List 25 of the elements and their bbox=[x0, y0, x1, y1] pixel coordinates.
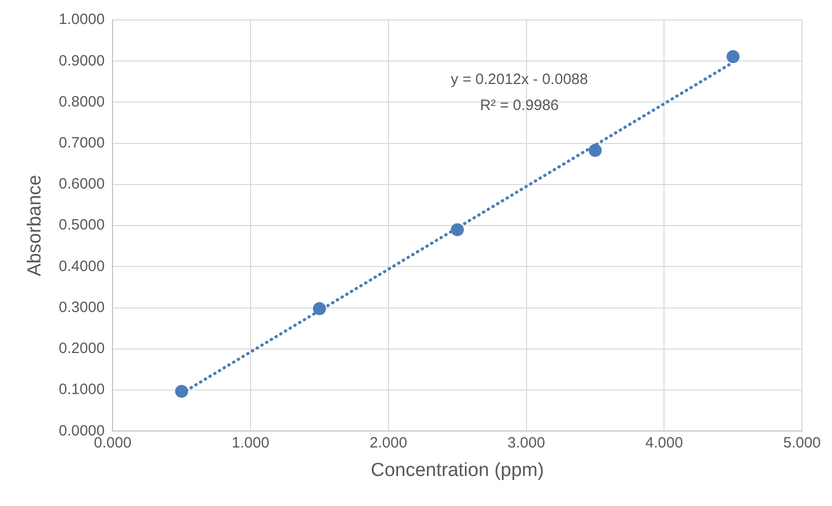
y-tick-label: 0.5000 bbox=[58, 216, 105, 234]
x-tick-label: 3.000 bbox=[508, 434, 546, 452]
x-tick-label: 4.000 bbox=[645, 434, 683, 452]
point bbox=[312, 302, 326, 316]
point bbox=[588, 144, 602, 157]
annotation: y = 0.2012x - 0.0088 bbox=[450, 71, 588, 88]
y-tick-label: 0.7000 bbox=[58, 134, 105, 152]
y-axis-title: Absorbance bbox=[24, 174, 46, 276]
annotation: R² = 0.9986 bbox=[480, 97, 559, 114]
y-tick-label: 1.0000 bbox=[58, 11, 105, 28]
x-tick-label: 2.000 bbox=[370, 434, 408, 452]
y-tick-label: 0.2000 bbox=[58, 340, 105, 358]
y-tick-label: 0.6000 bbox=[58, 176, 105, 193]
y-tick-label: 0.4000 bbox=[58, 258, 105, 275]
y-tick-label: 0.3000 bbox=[58, 298, 105, 316]
point bbox=[175, 384, 188, 398]
y-tick-label: 0.1000 bbox=[58, 381, 105, 398]
x-tick-label: 5.000 bbox=[783, 434, 821, 452]
x-tick-label: 0.000 bbox=[94, 434, 132, 452]
point bbox=[726, 50, 740, 64]
x-axis-title: Concentration (ppm) bbox=[370, 460, 544, 481]
x-tick-label: 1.000 bbox=[232, 434, 270, 452]
point bbox=[450, 223, 464, 236]
y-tick-label: 0.8000 bbox=[58, 93, 105, 110]
y-tick-label: 0.9000 bbox=[58, 52, 105, 70]
